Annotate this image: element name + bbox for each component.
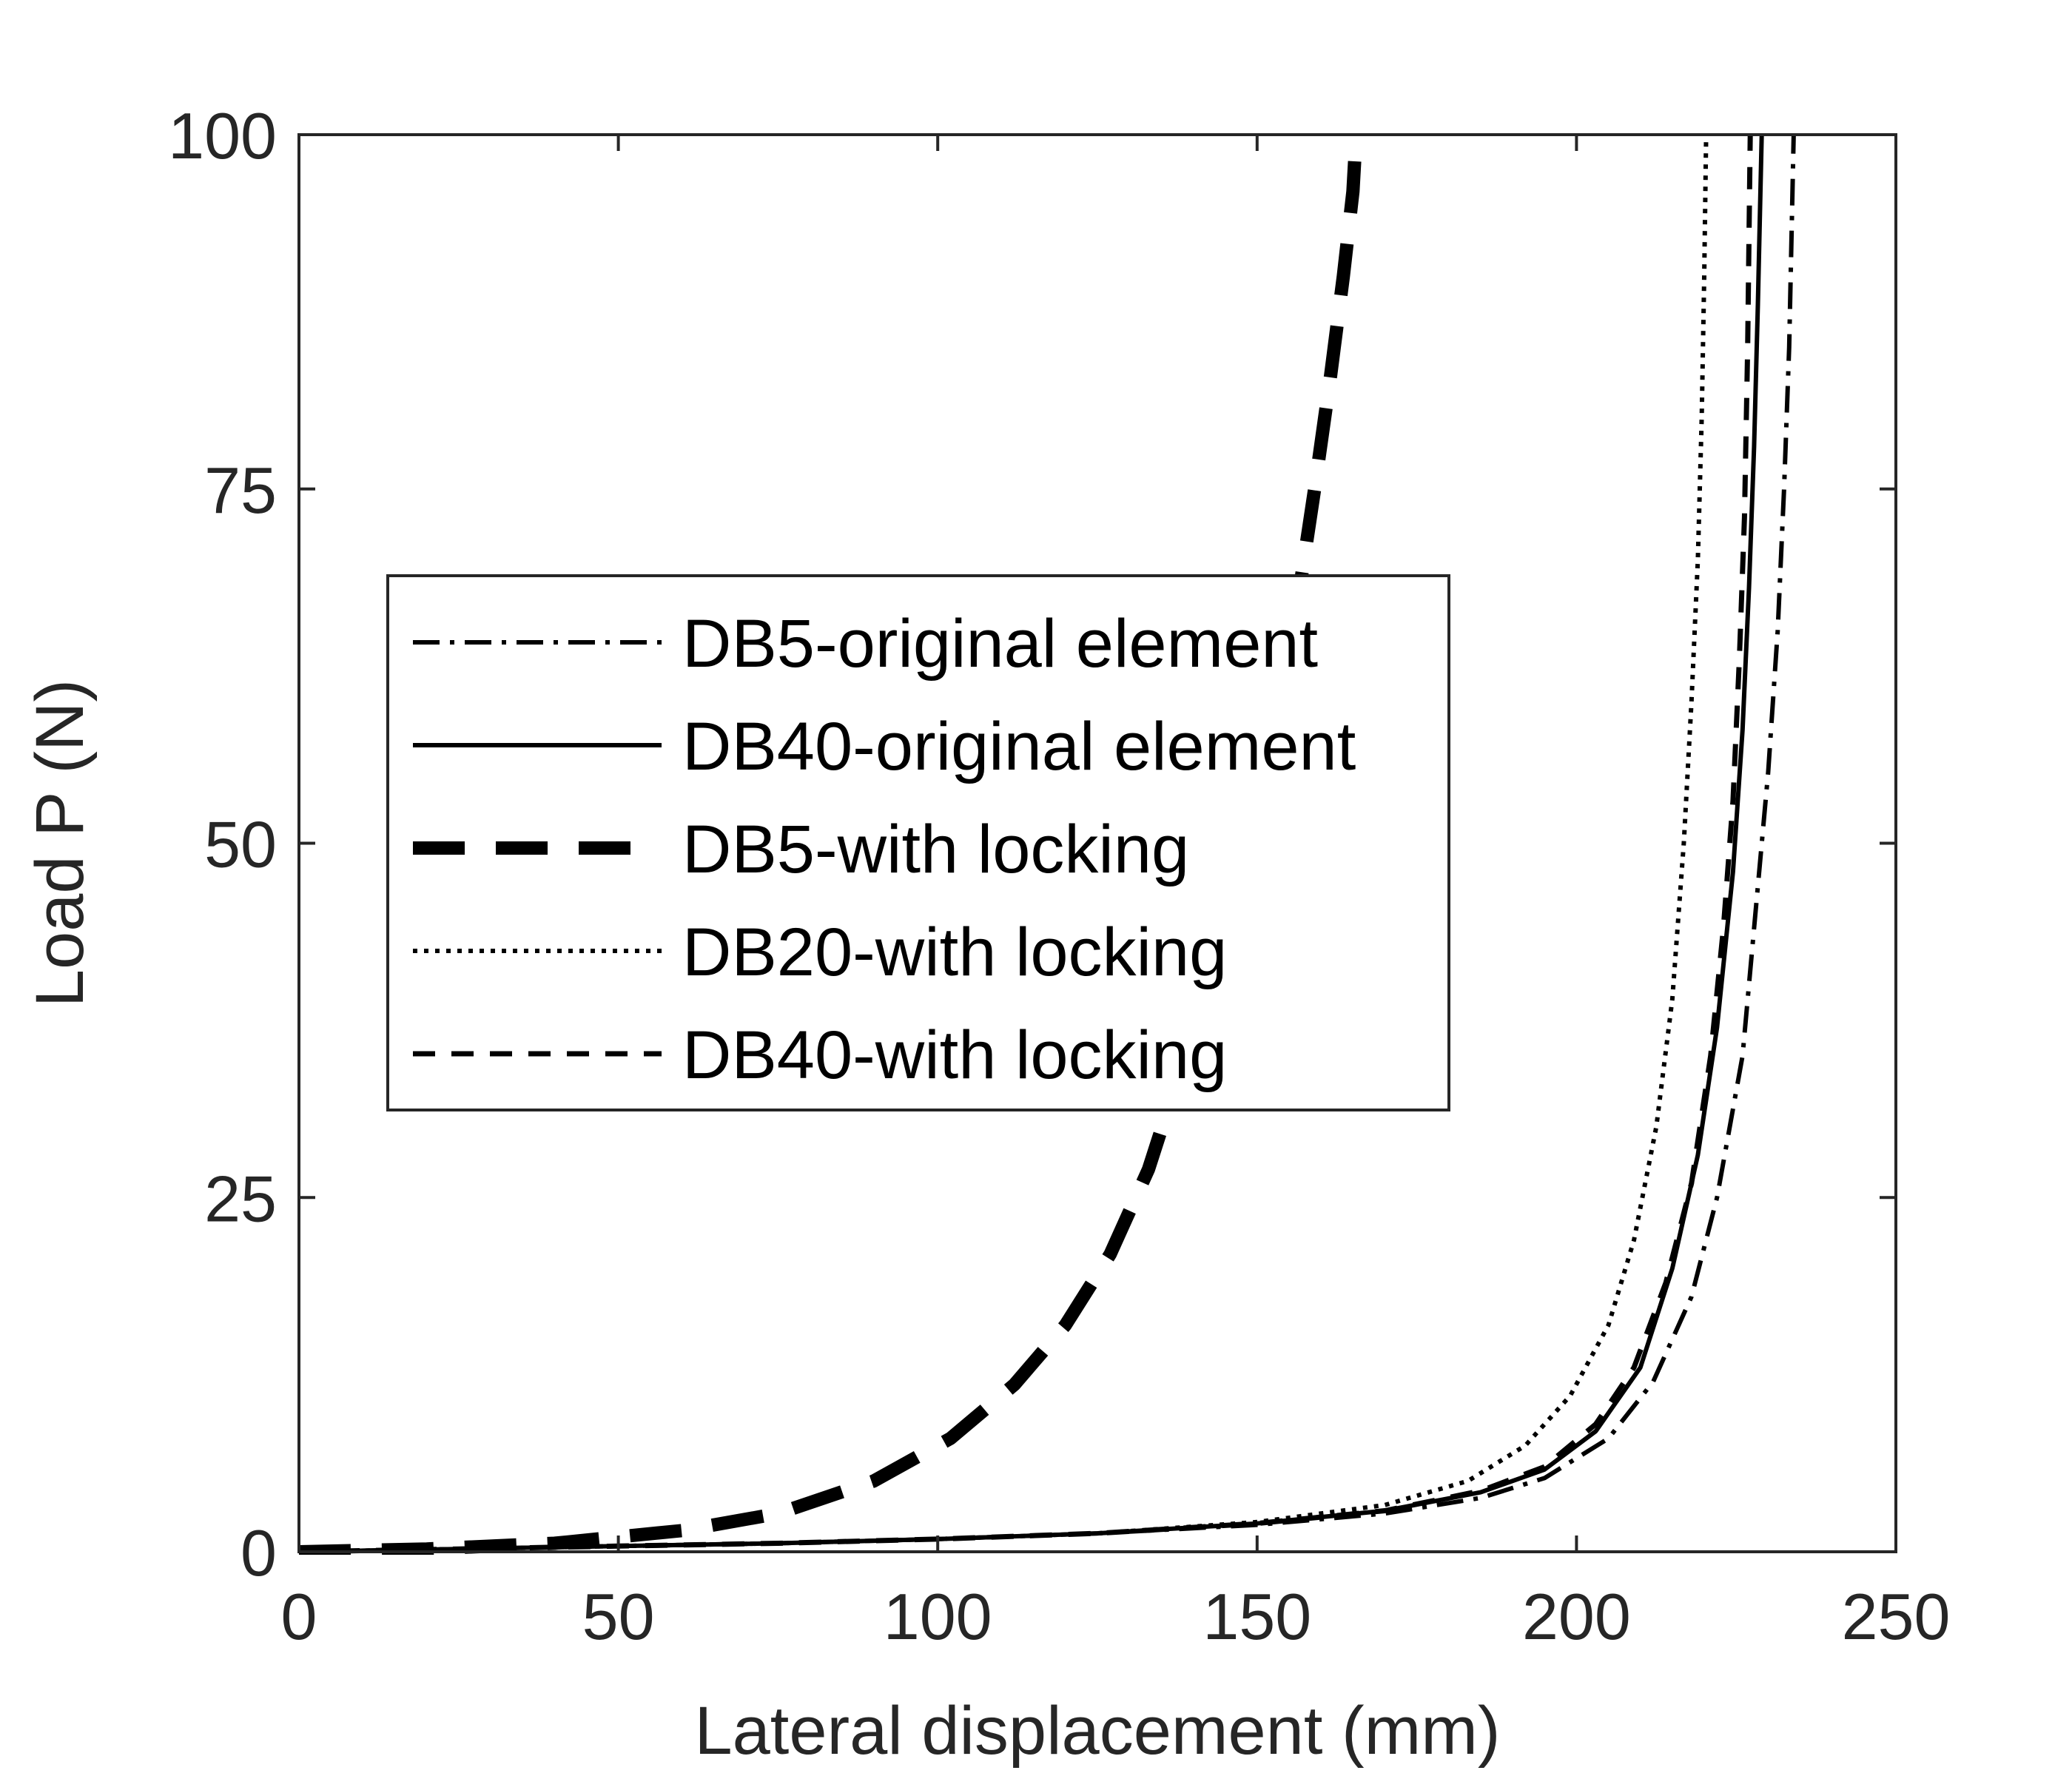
x-tick-label: 150 [1202, 1580, 1311, 1653]
x-tick-label: 0 [281, 1580, 317, 1653]
y-tick-label: 50 [204, 808, 277, 881]
series-line-3 [299, 134, 1363, 1555]
y-axis-label: Load P (N) [22, 679, 98, 1007]
legend-box [386, 574, 1450, 1111]
x-tick-label: 50 [582, 1580, 655, 1653]
legend-label-3: DB5-with locking [682, 812, 1189, 887]
legend-label-5: DB40-with locking [682, 1018, 1227, 1093]
legend-label-1: DB5-original element [682, 606, 1318, 682]
series-line-2 [299, 134, 1764, 1554]
y-tick-label: 75 [204, 454, 277, 527]
series-layer [299, 134, 1796, 1555]
ticks-layer: 0 50 100 150 200 250 0 25 50 75 100 [168, 99, 1950, 1653]
legend-label-4: DB20-with locking [682, 915, 1227, 990]
y-tick-label: 100 [168, 99, 277, 172]
legend: DB5-original element DB40-original elemen… [386, 574, 1450, 1111]
x-axis-label: Lateral displacement (mm) [694, 1693, 1500, 1769]
y-tick-label: 0 [240, 1516, 277, 1590]
x-tick-label: 100 [884, 1580, 992, 1653]
series-line-5 [299, 134, 1753, 1555]
y-tick-label: 25 [204, 1162, 277, 1235]
x-tick-label: 250 [1842, 1580, 1951, 1653]
x-tick-label: 200 [1522, 1580, 1631, 1653]
legend-label-2: DB40-original element [682, 709, 1356, 784]
